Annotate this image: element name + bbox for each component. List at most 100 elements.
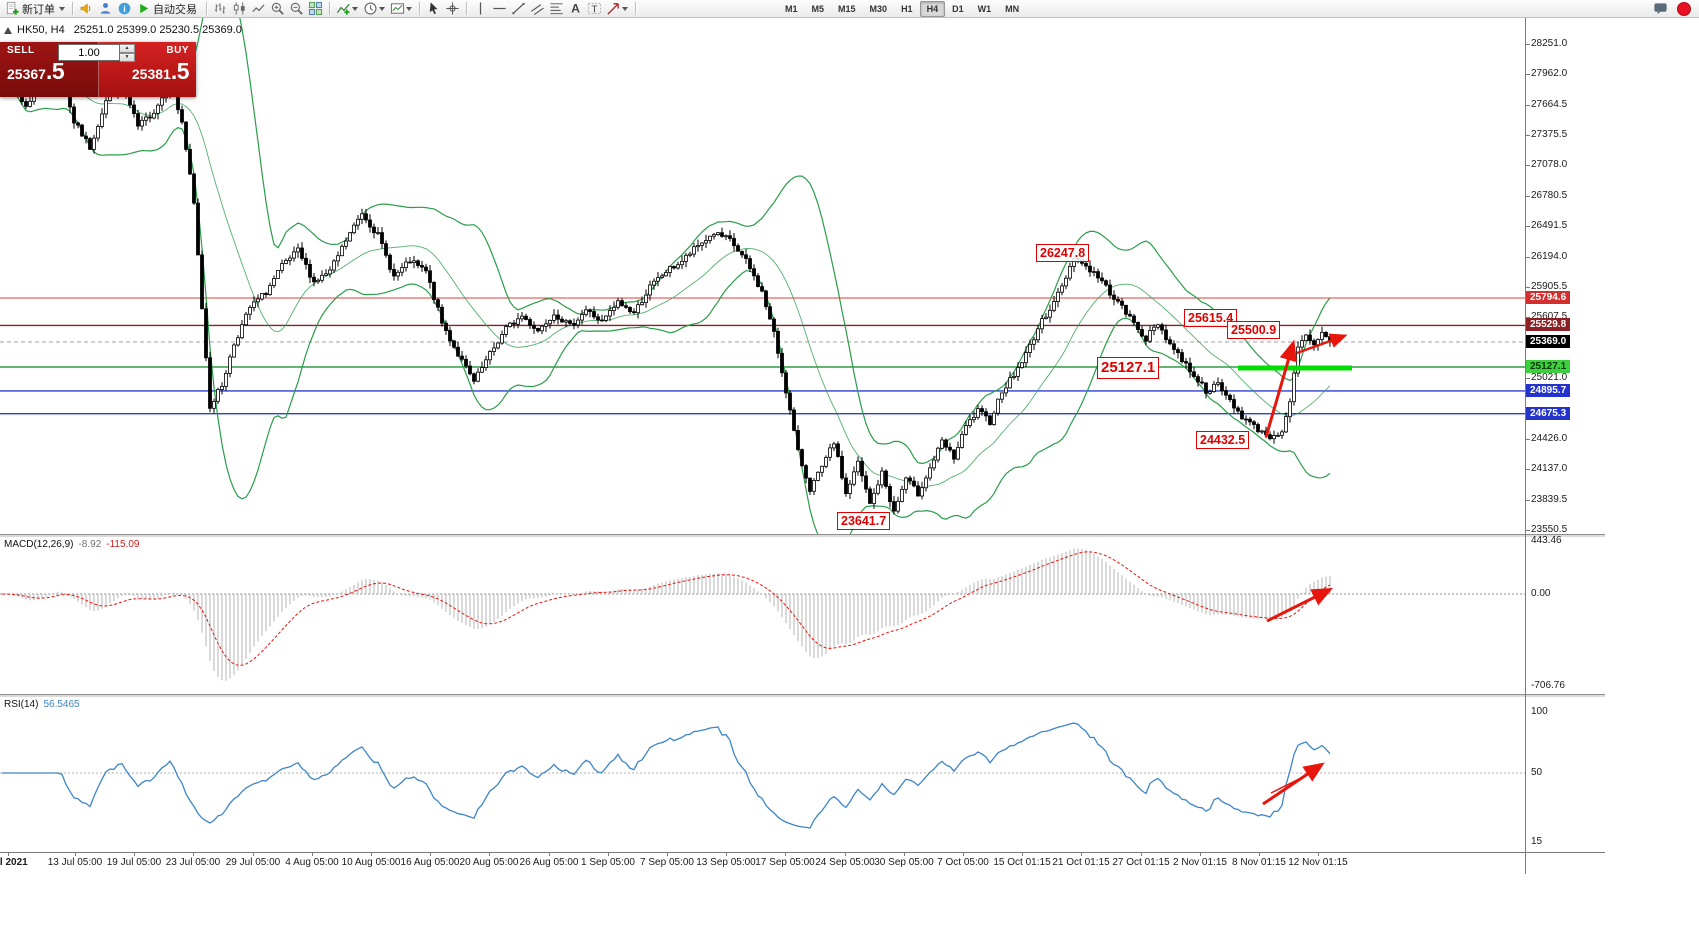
main-chart-pane[interactable]	[0, 18, 1525, 534]
chart-line-icon[interactable]	[249, 1, 268, 17]
dropdown-caret-icon	[622, 7, 628, 11]
time-axis-label: 7 Oct 05:00	[937, 857, 989, 868]
price-annotation[interactable]: 26247.8	[1036, 244, 1090, 263]
chart-candles-icon[interactable]	[230, 1, 249, 17]
fibonacci-icon[interactable]	[547, 1, 566, 17]
chart-window: 28251.0 27962.0 27664.5 27375.5 27078.0 26780…	[0, 18, 1699, 939]
rsi-value: 56.5465	[43, 699, 80, 710]
volume-control: ▲ ▼	[58, 44, 138, 62]
timeframe-w1-button[interactable]: W1	[977, 3, 992, 14]
time-axis-label: 27 Oct 01:15	[1112, 857, 1170, 868]
volume-decrease-button[interactable]: ▼	[120, 53, 135, 62]
time-axis-label: 12 Nov 01:15	[1288, 857, 1348, 868]
svg-text:i: i	[123, 4, 125, 14]
price-level-label: 25529.8	[1526, 318, 1571, 331]
macd-axis-tick: 443.46	[1531, 535, 1562, 546]
timeframe-mn-button[interactable]: MN	[1005, 3, 1020, 14]
rsi-axis-tick: 100	[1531, 706, 1548, 717]
timeframe-d1-button[interactable]: D1	[952, 3, 964, 14]
community-icon[interactable]	[96, 1, 115, 17]
horizontal-line-icon[interactable]	[490, 1, 509, 17]
price-axis-tick: 27375.5	[1531, 129, 1568, 140]
vertical-line-icon[interactable]	[471, 1, 490, 17]
time-axis-label: 10 Aug 05:00	[341, 857, 401, 868]
price-axis-tick: 27962.0	[1531, 68, 1568, 79]
zoom-out-icon[interactable]	[287, 1, 306, 17]
price-annotation[interactable]: 23641.7	[837, 512, 891, 531]
time-axis-label: 17 Sep 05:00	[755, 857, 815, 868]
time-axis-label: 19 Jul 05:00	[106, 857, 162, 868]
pane-divider[interactable]	[0, 694, 1605, 697]
sell-price: 25367.5	[7, 58, 65, 84]
timeframe-m15-button[interactable]: M15	[838, 3, 856, 14]
price-axis-tick: 24426.0	[1531, 433, 1568, 444]
timeframe-m5-button[interactable]: M5	[811, 3, 825, 14]
macd-axis-tick: 0.00	[1531, 588, 1551, 599]
cursor-icon[interactable]	[424, 1, 443, 17]
bid-price-label: 25369.0	[1526, 335, 1571, 348]
timeframe-h4-button[interactable]: H4	[919, 0, 946, 17]
timeframe-m1-button[interactable]: M1	[785, 3, 798, 14]
time-axis-label: 30 Sep 05:00	[874, 857, 934, 868]
volume-input[interactable]	[58, 44, 120, 61]
macd-indicator-label: MACD(12,26,9) -8.92 -115.09	[4, 539, 139, 550]
price-annotation[interactable]: 25500.9	[1227, 321, 1281, 340]
channel-icon[interactable]	[528, 1, 547, 17]
timeframe-h1-button[interactable]: H1	[901, 3, 913, 14]
time-axis-label: 26 Aug 05:00	[519, 857, 579, 868]
autotrading-button[interactable]: 自动交易	[134, 1, 202, 17]
toolbar-separator	[419, 2, 420, 15]
svg-text:T: T	[591, 4, 598, 15]
time-axis-label: 20 Aug 05:00	[459, 857, 519, 868]
trendline-icon[interactable]	[509, 1, 528, 17]
autotrading-play-icon	[136, 1, 151, 16]
time-axis-label: 4 Aug 05:00	[285, 857, 339, 868]
crosshair-icon[interactable]	[443, 1, 462, 17]
volume-increase-button[interactable]: ▲	[120, 44, 135, 53]
new-order-button[interactable]: 新订单	[3, 1, 68, 17]
time-axis-label: 8 Nov 01:15	[1232, 857, 1286, 868]
price-axis-tick: 27664.5	[1531, 99, 1568, 110]
price-axis[interactable]: 28251.0 27962.0 27664.5 27375.5 27078.0 26780…	[1525, 18, 1604, 874]
one-click-trading-panel: SELL 25367.5 BUY 25381.5 ▲ ▼	[0, 42, 196, 97]
price-annotation[interactable]: 25615.4	[1184, 309, 1238, 328]
timeframe-group: M1 M5 M15 M30 H1 H4 D1 W1 MN	[778, 0, 1026, 17]
pane-divider[interactable]	[0, 534, 1605, 537]
price-axis-tick: 25021.0	[1531, 372, 1568, 383]
toolbar-separator	[466, 2, 467, 15]
macd-axis-tick: -706.76	[1531, 680, 1565, 691]
price-axis-tick: 25905.5	[1531, 281, 1568, 292]
toolbar-separator	[635, 2, 636, 15]
notification-badge-icon[interactable]	[1675, 1, 1693, 17]
price-annotation[interactable]: 24432.5	[1196, 431, 1250, 450]
chart-bars-icon[interactable]	[211, 1, 230, 17]
dropdown-caret-icon	[59, 7, 65, 11]
chart-info-line: HK50, H4 25251.0 25399.0 25230.5 25369.0	[4, 24, 242, 36]
price-axis-tick: 24137.0	[1531, 463, 1568, 474]
indicators-icon	[336, 1, 351, 16]
news-icon[interactable]: i	[115, 1, 134, 17]
price-level-label: 25794.6	[1526, 291, 1571, 304]
price-axis-tick: 26780.5	[1531, 190, 1568, 201]
indicators-button[interactable]	[334, 1, 361, 17]
price-annotation[interactable]: 25127.1	[1097, 357, 1160, 379]
chat-icon[interactable]	[1651, 1, 1670, 17]
new-order-icon	[5, 1, 20, 16]
dropdown-caret-icon	[406, 7, 412, 11]
macd-pane[interactable]	[0, 537, 1525, 694]
templates-button[interactable]	[388, 1, 415, 17]
periods-button[interactable]	[361, 1, 388, 17]
shapes-button[interactable]	[604, 1, 631, 17]
rsi-indicator-label: RSI(14) 56.5465	[4, 699, 80, 710]
time-axis-label: 1 Sep 05:00	[581, 857, 635, 868]
alerts-icon[interactable]	[77, 1, 96, 17]
timeframe-m30-button[interactable]: M30	[869, 3, 888, 14]
text-icon[interactable]: A	[566, 1, 585, 17]
tile-windows-icon[interactable]	[306, 1, 325, 17]
price-axis-tick: 23550.5	[1531, 524, 1568, 535]
chart-symbol-period: HK50, H4	[17, 24, 65, 36]
label-icon[interactable]: T	[585, 1, 604, 17]
zoom-in-icon[interactable]	[268, 1, 287, 17]
rsi-pane[interactable]	[0, 697, 1525, 852]
